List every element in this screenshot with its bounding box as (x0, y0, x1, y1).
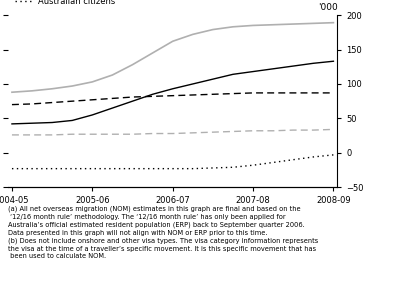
Legend: Student visas (temporary), All temporary visas, Permanent visas, New Zealand cit: Student visas (temporary), All temporary… (12, 0, 152, 9)
Text: '000: '000 (318, 3, 337, 12)
Text: (a) All net overseas migration (NOM) estimates in this graph are final and based: (a) All net overseas migration (NOM) est… (8, 205, 318, 259)
